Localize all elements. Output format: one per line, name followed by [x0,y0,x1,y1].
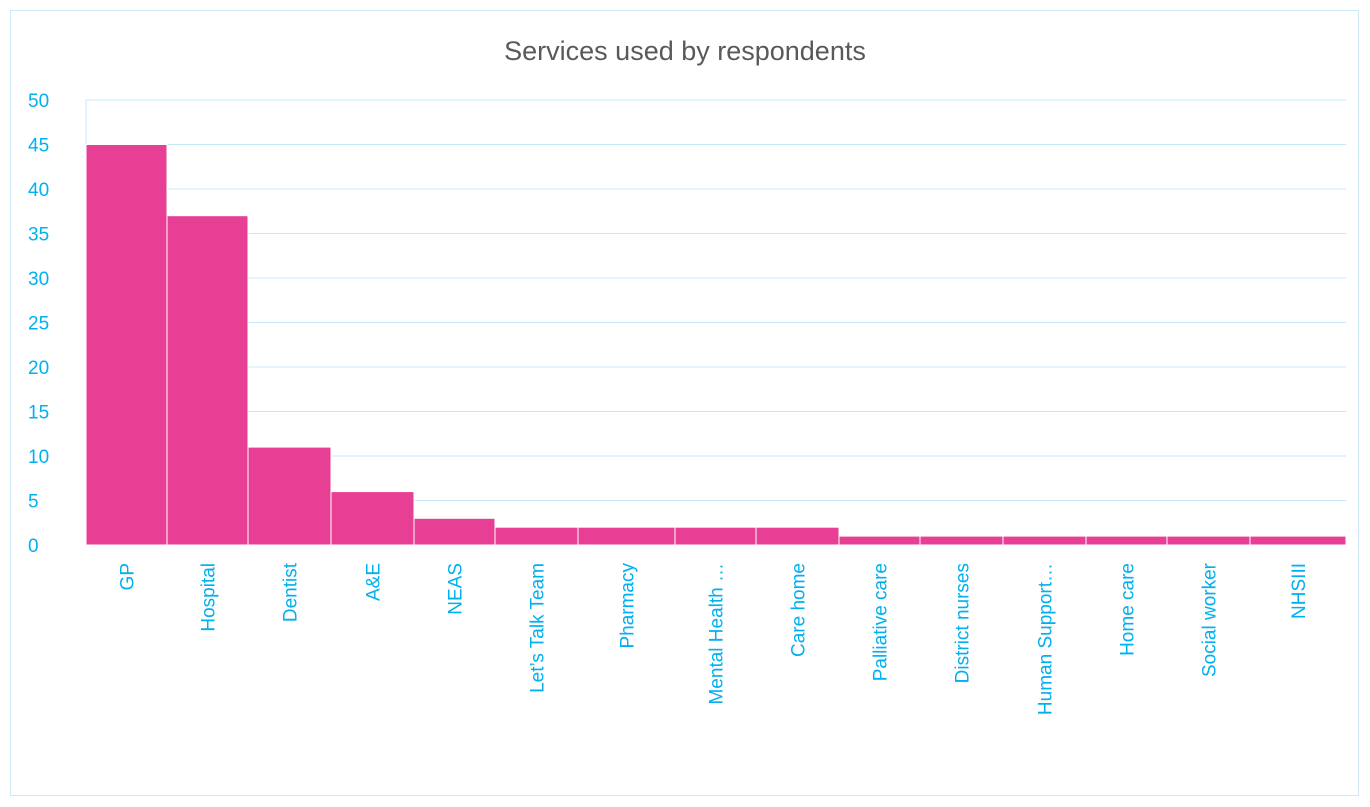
bar [413,517,496,546]
bar [247,446,332,546]
x-category-label: Let’s Talk Team [528,563,549,693]
bar [755,526,840,546]
x-category-label: GP [118,563,139,590]
y-tick-label: 20 [28,358,49,379]
x-category-label: Care home [789,563,810,657]
y-axis-ticks: 0 5 10 15 20 25 30 35 40 45 50 [28,91,49,557]
y-tick-label: 0 [28,536,39,557]
bar [1249,535,1347,546]
bar [166,215,249,546]
bar [494,526,579,546]
x-category-label: A&E [364,563,385,601]
y-tick-label: 45 [28,136,49,157]
bar [85,144,168,546]
bar [330,491,415,546]
x-category-label: Mental Health … [707,563,728,705]
bar [919,535,1004,546]
x-category-label: NEAS [446,563,467,615]
y-tick-label: 50 [28,91,49,112]
bar [838,535,921,546]
gridlines [85,99,1346,546]
y-tick-label: 10 [28,447,49,468]
bar [577,526,676,546]
x-category-label: Pharmacy [618,563,639,649]
bar [1002,535,1087,546]
x-category-label: NHSIII [1289,563,1310,619]
x-category-label: Hospital [199,563,220,632]
x-category-label: District nurses [953,563,974,683]
bars [85,144,1347,546]
bar [1085,535,1168,546]
x-category-label: Home care [1118,563,1139,656]
y-tick-label: 15 [28,403,49,424]
x-axis-labels: GP Hospital Dentist A&E NEAS Let’s Talk Team P… [118,562,1311,715]
x-category-label: Dentist [281,562,302,622]
x-category-label: Palliative care [871,563,892,681]
y-tick-label: 30 [28,269,49,290]
y-tick-label: 40 [28,180,49,201]
x-category-label: Social worker [1200,562,1221,677]
y-tick-label: 25 [28,314,49,335]
y-tick-label: 5 [28,492,39,513]
bar [674,526,757,546]
y-tick-label: 35 [28,225,49,246]
chart-title: Services used by respondents [504,36,866,66]
x-category-label: Human Support… [1036,563,1057,715]
bar [1166,535,1251,546]
